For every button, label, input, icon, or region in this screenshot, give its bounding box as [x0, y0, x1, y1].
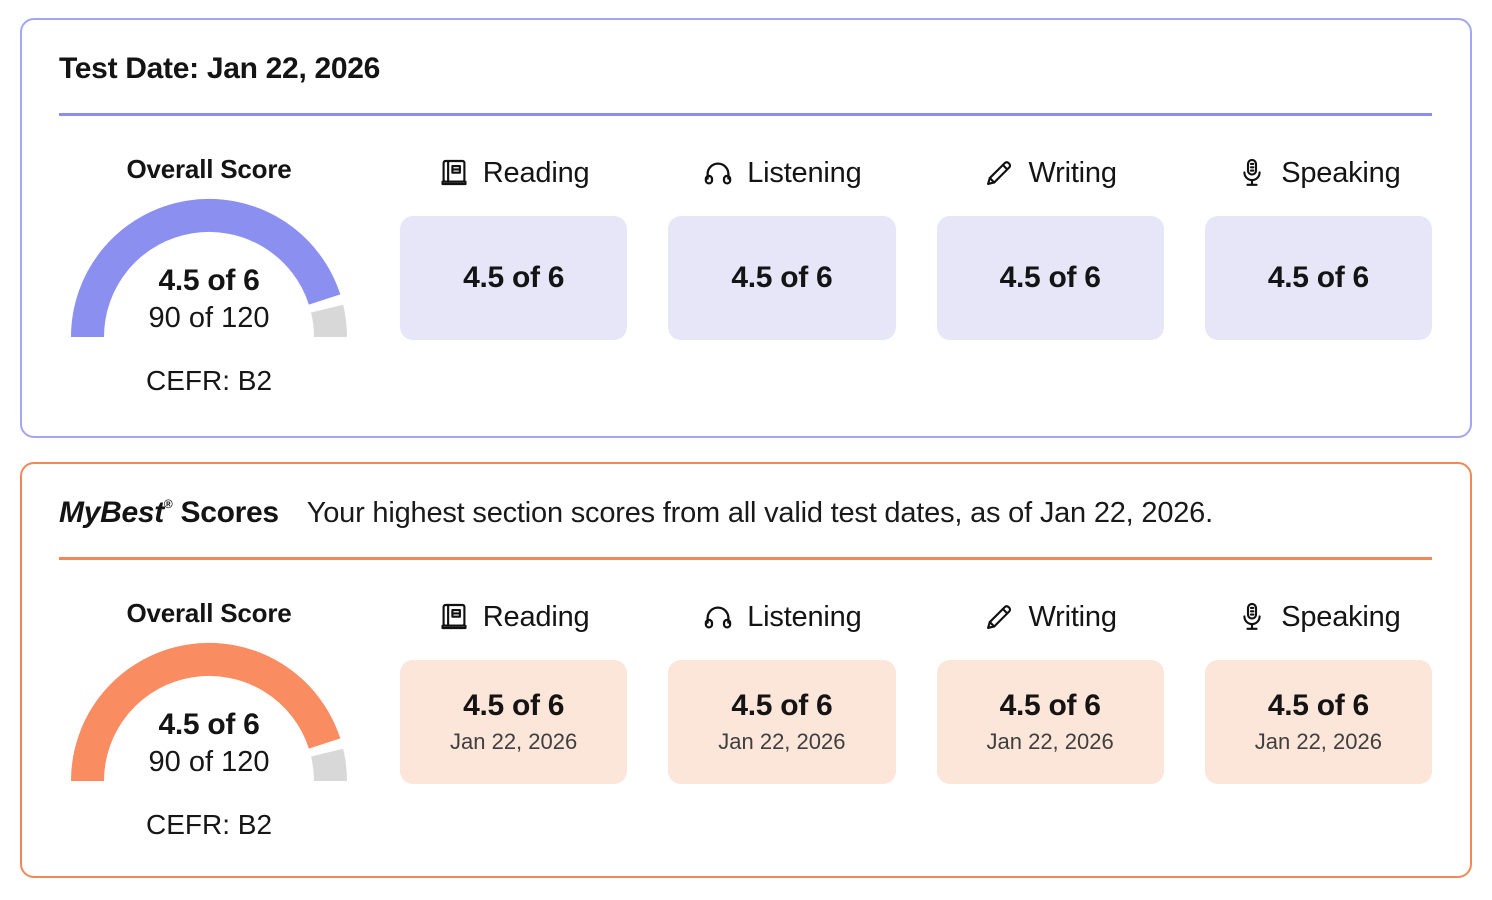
scores-row: Overall Score 4.5 of 6 90 of 120 CEFR: B…	[59, 598, 1432, 841]
section-label: Writing	[1028, 600, 1117, 633]
section-label: Listening	[747, 600, 862, 633]
section-score: 4.5 of 6	[731, 261, 833, 294]
section-header: Writing	[937, 154, 1164, 192]
score-tile: 4.5 of 6 Jan 22, 2026	[936, 660, 1164, 784]
section-header: Speaking	[1205, 598, 1432, 636]
score-tile: 4.5 of 6	[936, 216, 1164, 340]
section-writing: Writing 4.5 of 6 Jan 22, 2026	[936, 598, 1164, 784]
gauge-text: 4.5 of 6 90 of 120	[69, 706, 349, 780]
section-reading: Reading 4.5 of 6	[400, 154, 628, 340]
mybest-brand: MyBest	[59, 496, 164, 529]
pencil-icon	[987, 161, 1012, 186]
section-listening: Listening 4.5 of 6	[668, 154, 896, 340]
section-header: Writing	[937, 598, 1164, 636]
headphones-icon	[704, 606, 732, 629]
headphones-icon	[704, 162, 732, 185]
section-reading: Reading 4.5 of 6 Jan 22, 2026	[400, 598, 628, 784]
gauge-arc	[71, 198, 347, 338]
score-tile: 4.5 of 6 Jan 22, 2026	[400, 660, 628, 784]
section-label: Reading	[482, 156, 590, 189]
section-score-date: Jan 22, 2026	[450, 729, 578, 754]
test-date-title: Test Date: Jan 22, 2026	[59, 52, 381, 85]
card-header: MyBest® Scores Your highest section scor…	[59, 496, 1432, 530]
score-tile: 4.5 of 6	[1204, 216, 1432, 340]
section-header: Listening	[668, 154, 895, 192]
section-header: Speaking	[1205, 154, 1432, 192]
section-label: Speaking	[1281, 600, 1401, 633]
score-tile: 4.5 of 6	[400, 216, 628, 340]
section-score: 4.5 of 6	[1267, 689, 1369, 722]
section-score: 4.5 of 6	[463, 261, 565, 294]
overall-score-block: Overall Score 4.5 of 6 90 of 120 CEFR: B…	[59, 154, 359, 397]
cefr-level: CEFR: B2	[145, 365, 273, 396]
overall-scaled-score: 90 of 120	[148, 301, 270, 334]
overall-band-score: 4.5 of 6	[158, 708, 260, 742]
overall-score-gauge: 4.5 of 6 90 of 120	[69, 641, 349, 782]
score-tile: 4.5 of 6	[668, 216, 896, 340]
scores-row: Overall Score 4.5 of 6 90 of 120 CEFR: B…	[59, 154, 1432, 397]
microphone-icon	[1243, 602, 1261, 630]
pencil-icon	[987, 605, 1012, 630]
overall-scaled-score: 90 of 120	[148, 745, 270, 778]
registered-trademark: ®	[163, 497, 173, 511]
divider	[59, 557, 1432, 560]
section-label: Writing	[1028, 156, 1117, 189]
gauge-text: 4.5 of 6 90 of 120	[69, 262, 349, 336]
cefr-level: CEFR: B2	[145, 809, 273, 840]
divider	[59, 113, 1432, 116]
book-icon	[441, 603, 467, 630]
mybest-title: MyBest® Scores	[59, 496, 279, 530]
book-icon	[441, 159, 467, 186]
overall-score-gauge: 4.5 of 6 90 of 120	[69, 197, 349, 338]
section-header: Listening	[668, 598, 895, 636]
mybest-title-suffix: Scores	[172, 496, 279, 529]
section-score: 4.5 of 6	[731, 689, 833, 722]
score-tile: 4.5 of 6 Jan 22, 2026	[668, 660, 896, 784]
section-score: 4.5 of 6	[1267, 261, 1369, 294]
section-speaking: Speaking 4.5 of 6	[1204, 154, 1432, 340]
section-score-date: Jan 22, 2026	[1254, 729, 1382, 754]
card-header: Test Date: Jan 22, 2026	[59, 52, 1432, 86]
mybest-subtitle: Your highest section scores from all val…	[306, 497, 1213, 529]
overall-score-label: Overall Score	[126, 598, 292, 628]
section-score-date: Jan 22, 2026	[718, 729, 846, 754]
section-label: Reading	[482, 600, 590, 633]
section-listening: Listening 4.5 of 6 Jan 22, 2026	[668, 598, 896, 784]
section-score: 4.5 of 6	[463, 689, 565, 722]
test-date-score-card: Test Date: Jan 22, 2026 Overall Score 4.…	[20, 18, 1472, 438]
section-score-date: Jan 22, 2026	[986, 729, 1114, 754]
section-score: 4.5 of 6	[999, 261, 1101, 294]
section-label: Listening	[747, 156, 862, 189]
section-score: 4.5 of 6	[999, 689, 1101, 722]
section-header: Reading	[400, 154, 627, 192]
overall-score-label: Overall Score	[126, 154, 292, 184]
overall-score-block: Overall Score 4.5 of 6 90 of 120 CEFR: B…	[59, 598, 359, 841]
section-header: Reading	[400, 598, 627, 636]
microphone-icon	[1243, 158, 1261, 186]
overall-band-score: 4.5 of 6	[158, 264, 260, 298]
score-tile: 4.5 of 6 Jan 22, 2026	[1204, 660, 1432, 784]
gauge-arc	[71, 642, 347, 782]
mybest-scores-card: MyBest® Scores Your highest section scor…	[20, 462, 1472, 878]
section-label: Speaking	[1281, 156, 1401, 189]
section-speaking: Speaking 4.5 of 6 Jan 22, 2026	[1204, 598, 1432, 784]
section-writing: Writing 4.5 of 6	[936, 154, 1164, 340]
